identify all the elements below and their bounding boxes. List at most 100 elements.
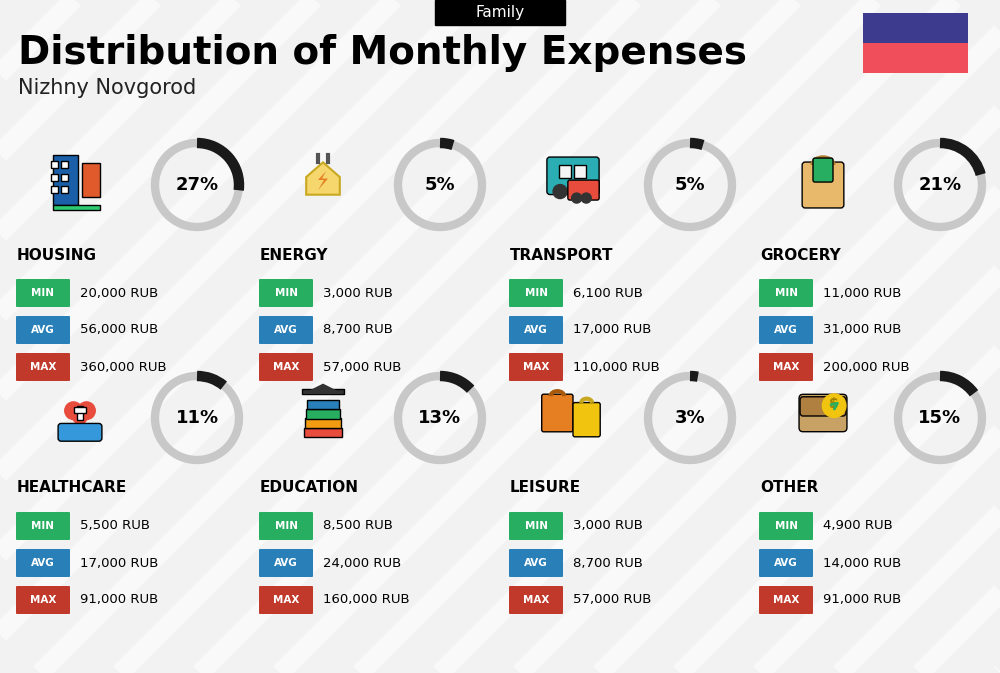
Text: 5%: 5%	[675, 176, 705, 194]
Text: 14,000 RUB: 14,000 RUB	[823, 557, 901, 569]
FancyBboxPatch shape	[61, 161, 68, 168]
Text: AVG: AVG	[774, 558, 798, 568]
Text: AVG: AVG	[274, 325, 298, 335]
Polygon shape	[306, 162, 340, 194]
Circle shape	[581, 193, 591, 203]
FancyBboxPatch shape	[259, 279, 313, 307]
Text: MAX: MAX	[773, 595, 799, 605]
Text: 21%: 21%	[918, 176, 962, 194]
Text: 17,000 RUB: 17,000 RUB	[80, 557, 158, 569]
Text: 91,000 RUB: 91,000 RUB	[80, 594, 158, 606]
Circle shape	[822, 394, 846, 417]
FancyBboxPatch shape	[259, 353, 313, 381]
Circle shape	[575, 184, 589, 199]
Text: 17,000 RUB: 17,000 RUB	[573, 324, 651, 336]
FancyBboxPatch shape	[509, 353, 563, 381]
Text: 13%: 13%	[418, 409, 462, 427]
Circle shape	[65, 402, 82, 419]
FancyBboxPatch shape	[509, 586, 563, 614]
Text: 11%: 11%	[175, 409, 219, 427]
FancyBboxPatch shape	[759, 353, 813, 381]
Circle shape	[553, 184, 567, 199]
Circle shape	[78, 402, 95, 419]
Text: 5,500 RUB: 5,500 RUB	[80, 520, 150, 532]
Text: MAX: MAX	[30, 595, 56, 605]
FancyBboxPatch shape	[74, 407, 86, 413]
Polygon shape	[65, 411, 95, 429]
Polygon shape	[318, 171, 328, 190]
Text: MAX: MAX	[30, 362, 56, 372]
Text: AVG: AVG	[31, 325, 55, 335]
Text: 91,000 RUB: 91,000 RUB	[823, 594, 901, 606]
FancyBboxPatch shape	[759, 279, 813, 307]
FancyBboxPatch shape	[16, 353, 70, 381]
FancyBboxPatch shape	[573, 402, 600, 437]
Text: MIN: MIN	[32, 288, 54, 298]
FancyBboxPatch shape	[509, 316, 563, 344]
FancyBboxPatch shape	[16, 549, 70, 577]
Polygon shape	[302, 384, 344, 394]
FancyBboxPatch shape	[307, 400, 339, 409]
Text: EDUCATION: EDUCATION	[260, 481, 359, 495]
Text: 8,700 RUB: 8,700 RUB	[573, 557, 643, 569]
FancyBboxPatch shape	[82, 163, 100, 197]
FancyBboxPatch shape	[53, 155, 78, 205]
FancyBboxPatch shape	[542, 394, 573, 432]
FancyBboxPatch shape	[509, 512, 563, 540]
Text: 110,000 RUB: 110,000 RUB	[573, 361, 660, 374]
Text: Family: Family	[475, 5, 525, 20]
Text: Distribution of Monthly Expenses: Distribution of Monthly Expenses	[18, 34, 747, 72]
FancyBboxPatch shape	[509, 279, 563, 307]
FancyBboxPatch shape	[813, 158, 833, 182]
Text: 360,000 RUB: 360,000 RUB	[80, 361, 167, 374]
FancyBboxPatch shape	[547, 157, 599, 194]
Text: 31,000 RUB: 31,000 RUB	[823, 324, 901, 336]
FancyBboxPatch shape	[759, 549, 813, 577]
Text: MIN: MIN	[774, 288, 798, 298]
FancyBboxPatch shape	[304, 427, 342, 437]
FancyBboxPatch shape	[51, 186, 58, 193]
Text: MAX: MAX	[523, 595, 549, 605]
FancyBboxPatch shape	[799, 394, 847, 431]
FancyBboxPatch shape	[863, 43, 968, 73]
Text: 5%: 5%	[425, 176, 455, 194]
Text: 20,000 RUB: 20,000 RUB	[80, 287, 158, 299]
FancyBboxPatch shape	[302, 389, 344, 394]
FancyBboxPatch shape	[259, 586, 313, 614]
Text: 24,000 RUB: 24,000 RUB	[323, 557, 401, 569]
FancyBboxPatch shape	[509, 549, 563, 577]
Text: HEALTHCARE: HEALTHCARE	[17, 481, 127, 495]
FancyBboxPatch shape	[574, 165, 586, 178]
Text: Nizhny Novgorod: Nizhny Novgorod	[18, 78, 196, 98]
Text: 56,000 RUB: 56,000 RUB	[80, 324, 158, 336]
Text: AVG: AVG	[31, 558, 55, 568]
Text: AVG: AVG	[524, 558, 548, 568]
Text: LEISURE: LEISURE	[510, 481, 581, 495]
Text: OTHER: OTHER	[760, 481, 818, 495]
FancyBboxPatch shape	[306, 409, 340, 419]
FancyBboxPatch shape	[53, 205, 100, 210]
FancyBboxPatch shape	[61, 186, 68, 193]
FancyBboxPatch shape	[759, 512, 813, 540]
Text: MIN: MIN	[524, 288, 548, 298]
FancyBboxPatch shape	[51, 174, 58, 180]
Text: MAX: MAX	[523, 362, 549, 372]
Text: MAX: MAX	[273, 362, 299, 372]
Text: 15%: 15%	[918, 409, 962, 427]
Text: GROCERY: GROCERY	[760, 248, 841, 262]
FancyBboxPatch shape	[259, 316, 313, 344]
Text: 11,000 RUB: 11,000 RUB	[823, 287, 901, 299]
Text: AVG: AVG	[274, 558, 298, 568]
FancyBboxPatch shape	[77, 406, 83, 420]
FancyBboxPatch shape	[16, 512, 70, 540]
Text: $: $	[829, 396, 839, 411]
FancyBboxPatch shape	[51, 161, 58, 168]
Circle shape	[572, 193, 582, 203]
FancyBboxPatch shape	[259, 512, 313, 540]
Text: 57,000 RUB: 57,000 RUB	[323, 361, 401, 374]
Text: MIN: MIN	[774, 521, 798, 531]
FancyBboxPatch shape	[802, 162, 844, 208]
Text: 27%: 27%	[175, 176, 219, 194]
Text: 3%: 3%	[675, 409, 705, 427]
Text: 160,000 RUB: 160,000 RUB	[323, 594, 410, 606]
